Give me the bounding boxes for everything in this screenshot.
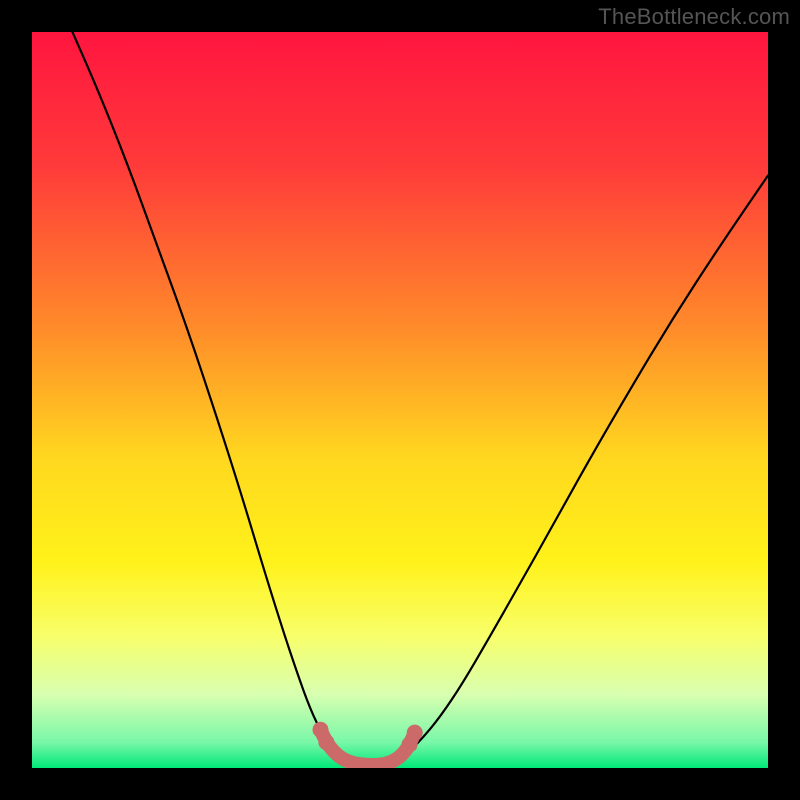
chart-frame: TheBottleneck.com (0, 0, 800, 800)
chart-svg (32, 32, 768, 768)
highlight-dot (407, 725, 423, 741)
bottleneck-plot (32, 32, 768, 768)
highlight-dot (318, 734, 334, 750)
watermark-text: TheBottleneck.com (598, 4, 790, 30)
